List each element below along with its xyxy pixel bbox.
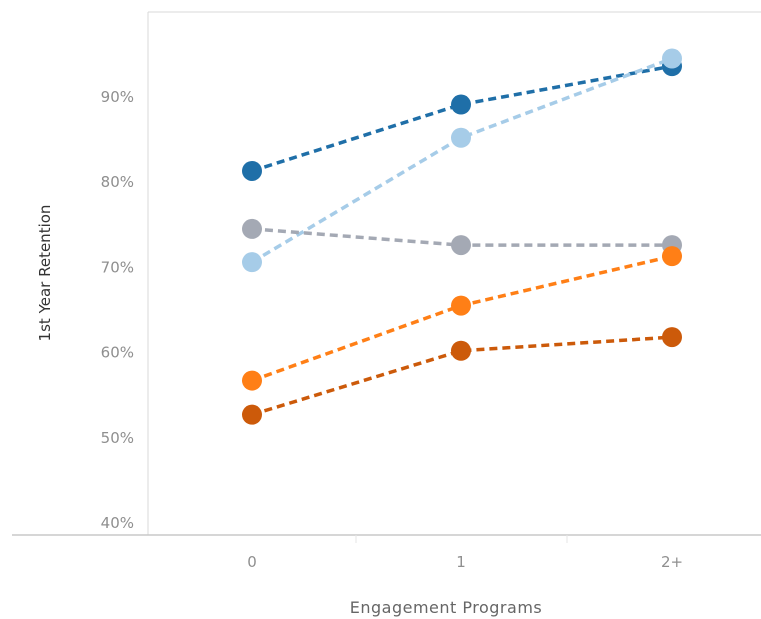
data-point <box>662 327 682 348</box>
series-line <box>251 56 673 264</box>
y-tick-label: 90% <box>101 88 134 106</box>
data-point <box>242 160 262 181</box>
data-point <box>242 218 262 239</box>
data-point <box>451 295 471 316</box>
series-line <box>251 254 673 383</box>
x-axis-title: Engagement Programs <box>350 598 542 617</box>
y-tick-label: 50% <box>101 429 134 447</box>
series-1 <box>242 56 682 181</box>
series-layer <box>242 48 682 425</box>
series-line <box>251 335 673 417</box>
data-point <box>662 48 682 69</box>
y-axis-title: 1st Year Retention <box>36 205 54 342</box>
series-5 <box>242 327 682 425</box>
data-point <box>242 252 262 273</box>
chart-frame <box>12 11 761 543</box>
data-point <box>451 127 471 148</box>
data-point <box>242 404 262 425</box>
series-4 <box>242 246 682 391</box>
y-tick-label: 80% <box>101 173 134 191</box>
y-tick-label: 60% <box>101 344 134 362</box>
y-tick-label: 70% <box>101 258 134 276</box>
x-axis-ticks: 0 1 2+ <box>247 553 683 571</box>
data-point <box>662 246 682 267</box>
data-point <box>451 340 471 361</box>
x-tick-label: 0 <box>247 553 257 571</box>
y-tick-label: 40% <box>101 514 134 532</box>
y-axis-ticks: 40% 50% 60% 70% 80% 90% <box>101 88 134 532</box>
data-point <box>242 370 262 391</box>
series-line <box>251 64 673 173</box>
series-3 <box>242 218 682 256</box>
data-point <box>451 94 471 115</box>
x-tick-label: 2+ <box>661 553 683 571</box>
series-2 <box>242 48 682 273</box>
data-point <box>451 235 471 256</box>
x-tick-label: 1 <box>456 553 466 571</box>
